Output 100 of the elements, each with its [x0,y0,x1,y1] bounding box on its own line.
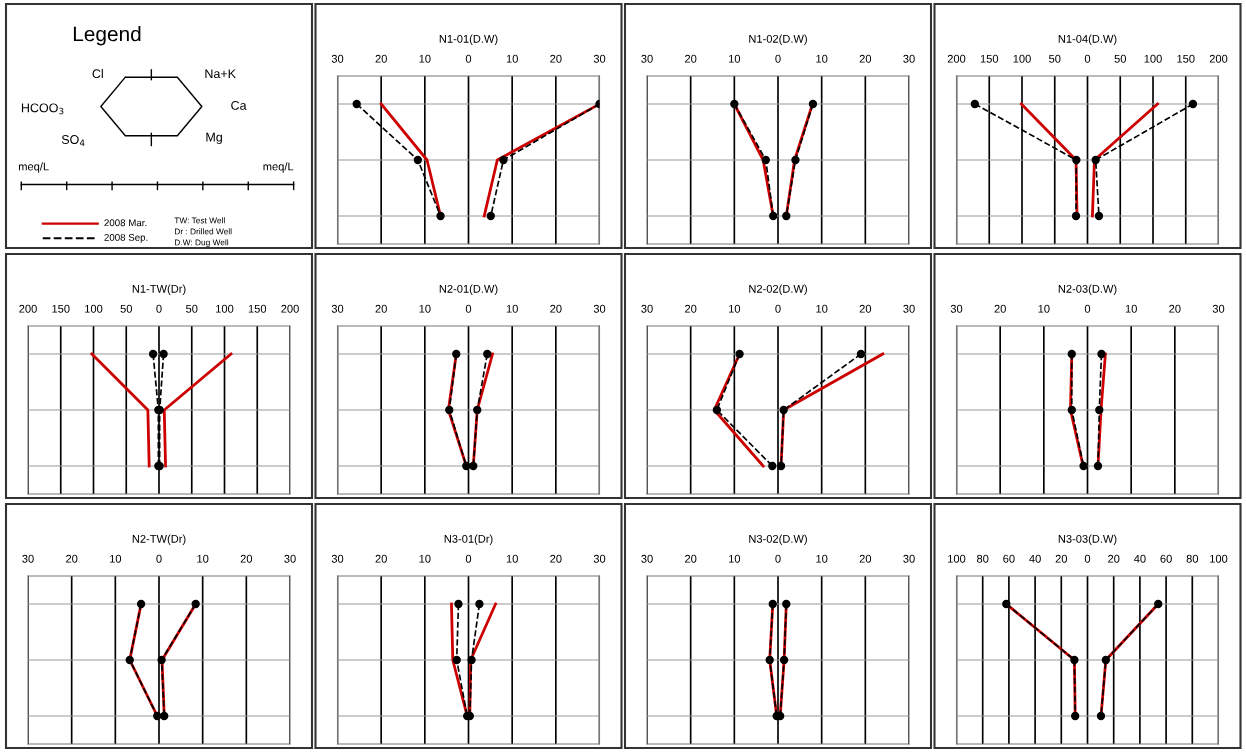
text: SO$_{4}$ [61,135,85,146]
text: Legend [73,26,141,46]
x-tick-label: 20 [1169,304,1181,313]
text: D.W: Dug Well [174,239,229,247]
text: meq/L [18,162,49,173]
x-tick-label: 0 [1084,304,1091,313]
x-tick-label: 30 [593,54,606,63]
x-tick-label: 20 [550,54,562,63]
x-tick-label: 30 [950,304,963,313]
chart-title: N1-TW(Dr) [132,284,186,295]
x-tick-label: 30 [331,554,344,563]
x-tick-label: 30 [903,304,915,313]
x-tick-label: 10 [419,554,431,563]
x-tick-label: 10 [110,554,122,563]
x-tick-label: 0 [156,554,162,563]
x-tick-label: 10 [419,54,431,63]
x-tick-label: 30 [1212,304,1225,313]
x-tick-label: 10 [729,304,741,313]
x-tick-label: 20 [375,54,387,63]
x-tick-label: 10 [816,54,828,63]
x-tick-label: 0 [465,554,472,563]
x-tick-label: 10 [816,554,828,563]
x-tick-label: 20 [375,304,387,313]
x-tick-label: 200 [947,54,966,63]
x-tick-label: 50 [120,304,132,313]
x-tick-label: 100 [1013,54,1031,63]
x-tick-label: 60 [1003,554,1015,563]
x-tick-label: 20 [66,554,78,563]
x-tick-label: 20 [1108,554,1120,563]
x-tick-label: 50 [1049,54,1061,63]
chart-title: N1-02(D.W) [749,34,807,45]
x-tick-label: 50 [186,304,198,313]
text: Cl [92,68,103,79]
x-tick-label: 10 [419,304,431,313]
x-tick-label: 20 [240,554,253,563]
x-tick-label: 150 [980,54,999,63]
text: 2008 Mar. [104,219,147,227]
x-tick-label: 0 [775,304,781,313]
x-tick-label: 30 [331,54,344,63]
x-tick-label: 20 [859,54,872,63]
chart-title: N1-01(D.W) [439,34,498,45]
x-tick-label: 30 [641,304,653,313]
text: HCOO$_{3}$ [21,103,64,115]
x-tick-label: 10 [197,554,209,563]
x-tick-label: 20 [685,304,697,313]
x-tick-label: 100 [85,304,103,313]
x-tick-label: 0 [775,554,781,563]
x-tick-label: 20 [994,304,1006,313]
x-tick-label: 20 [859,554,872,563]
x-tick-label: 30 [641,554,653,563]
x-tick-label: 150 [1177,54,1195,63]
x-tick-label: 30 [593,304,606,313]
text: 2008 Sep. [104,233,148,243]
x-tick-label: 30 [593,554,606,563]
x-tick-label: 200 [1209,54,1228,63]
x-tick-label: 80 [977,554,989,563]
chart-title: N3-01(Dr) [444,534,493,545]
x-tick-label: 20 [685,554,697,563]
x-tick-label: 200 [19,304,37,313]
x-tick-label: 100 [216,304,234,313]
x-tick-label: 100 [948,554,966,563]
chart-title: N1-04(D.W) [1058,34,1117,45]
text: Na+K [205,69,236,79]
x-tick-label: 30 [284,554,296,563]
x-tick-label: 10 [1038,304,1050,313]
x-tick-label: 30 [331,304,344,313]
x-tick-label: 0 [156,304,162,313]
x-tick-label: 100 [1144,54,1162,63]
chart-title: N2-02(D.W) [749,284,807,295]
x-tick-label: 20 [550,554,562,563]
x-tick-label: 10 [506,304,518,313]
x-tick-label: 0 [1084,54,1091,63]
chart-title: N2-TW(Dr) [132,534,186,545]
text: Mg [206,132,222,145]
chart-title: N2-03(D.W) [1058,284,1117,295]
x-tick-label: 30 [22,554,34,563]
x-tick-label: 20 [859,304,872,313]
x-tick-label: 150 [248,304,267,313]
x-tick-label: 150 [52,304,70,313]
text: TW: Test Well [174,217,225,224]
x-tick-label: 0 [465,54,472,63]
x-tick-label: 80 [1186,554,1199,563]
x-tick-label: 10 [729,54,741,63]
chart-title: N3-03(D.W) [1058,534,1117,545]
x-tick-label: 10 [506,54,518,63]
x-tick-label: 40 [1029,554,1041,563]
x-tick-label: 20 [550,304,562,313]
x-tick-label: 30 [641,54,653,63]
x-tick-label: 10 [816,304,828,313]
x-tick-label: 200 [281,304,299,313]
x-tick-label: 10 [729,554,741,563]
x-tick-label: 30 [903,54,915,63]
x-tick-label: 0 [1084,554,1091,563]
x-tick-label: 10 [1125,304,1137,313]
x-tick-label: 20 [685,54,697,63]
x-tick-label: 10 [506,554,518,563]
x-tick-label: 20 [1055,554,1068,563]
x-tick-label: 30 [903,554,915,563]
x-tick-label: 50 [1114,54,1126,63]
text: Dr : Drilled Well [174,228,232,235]
